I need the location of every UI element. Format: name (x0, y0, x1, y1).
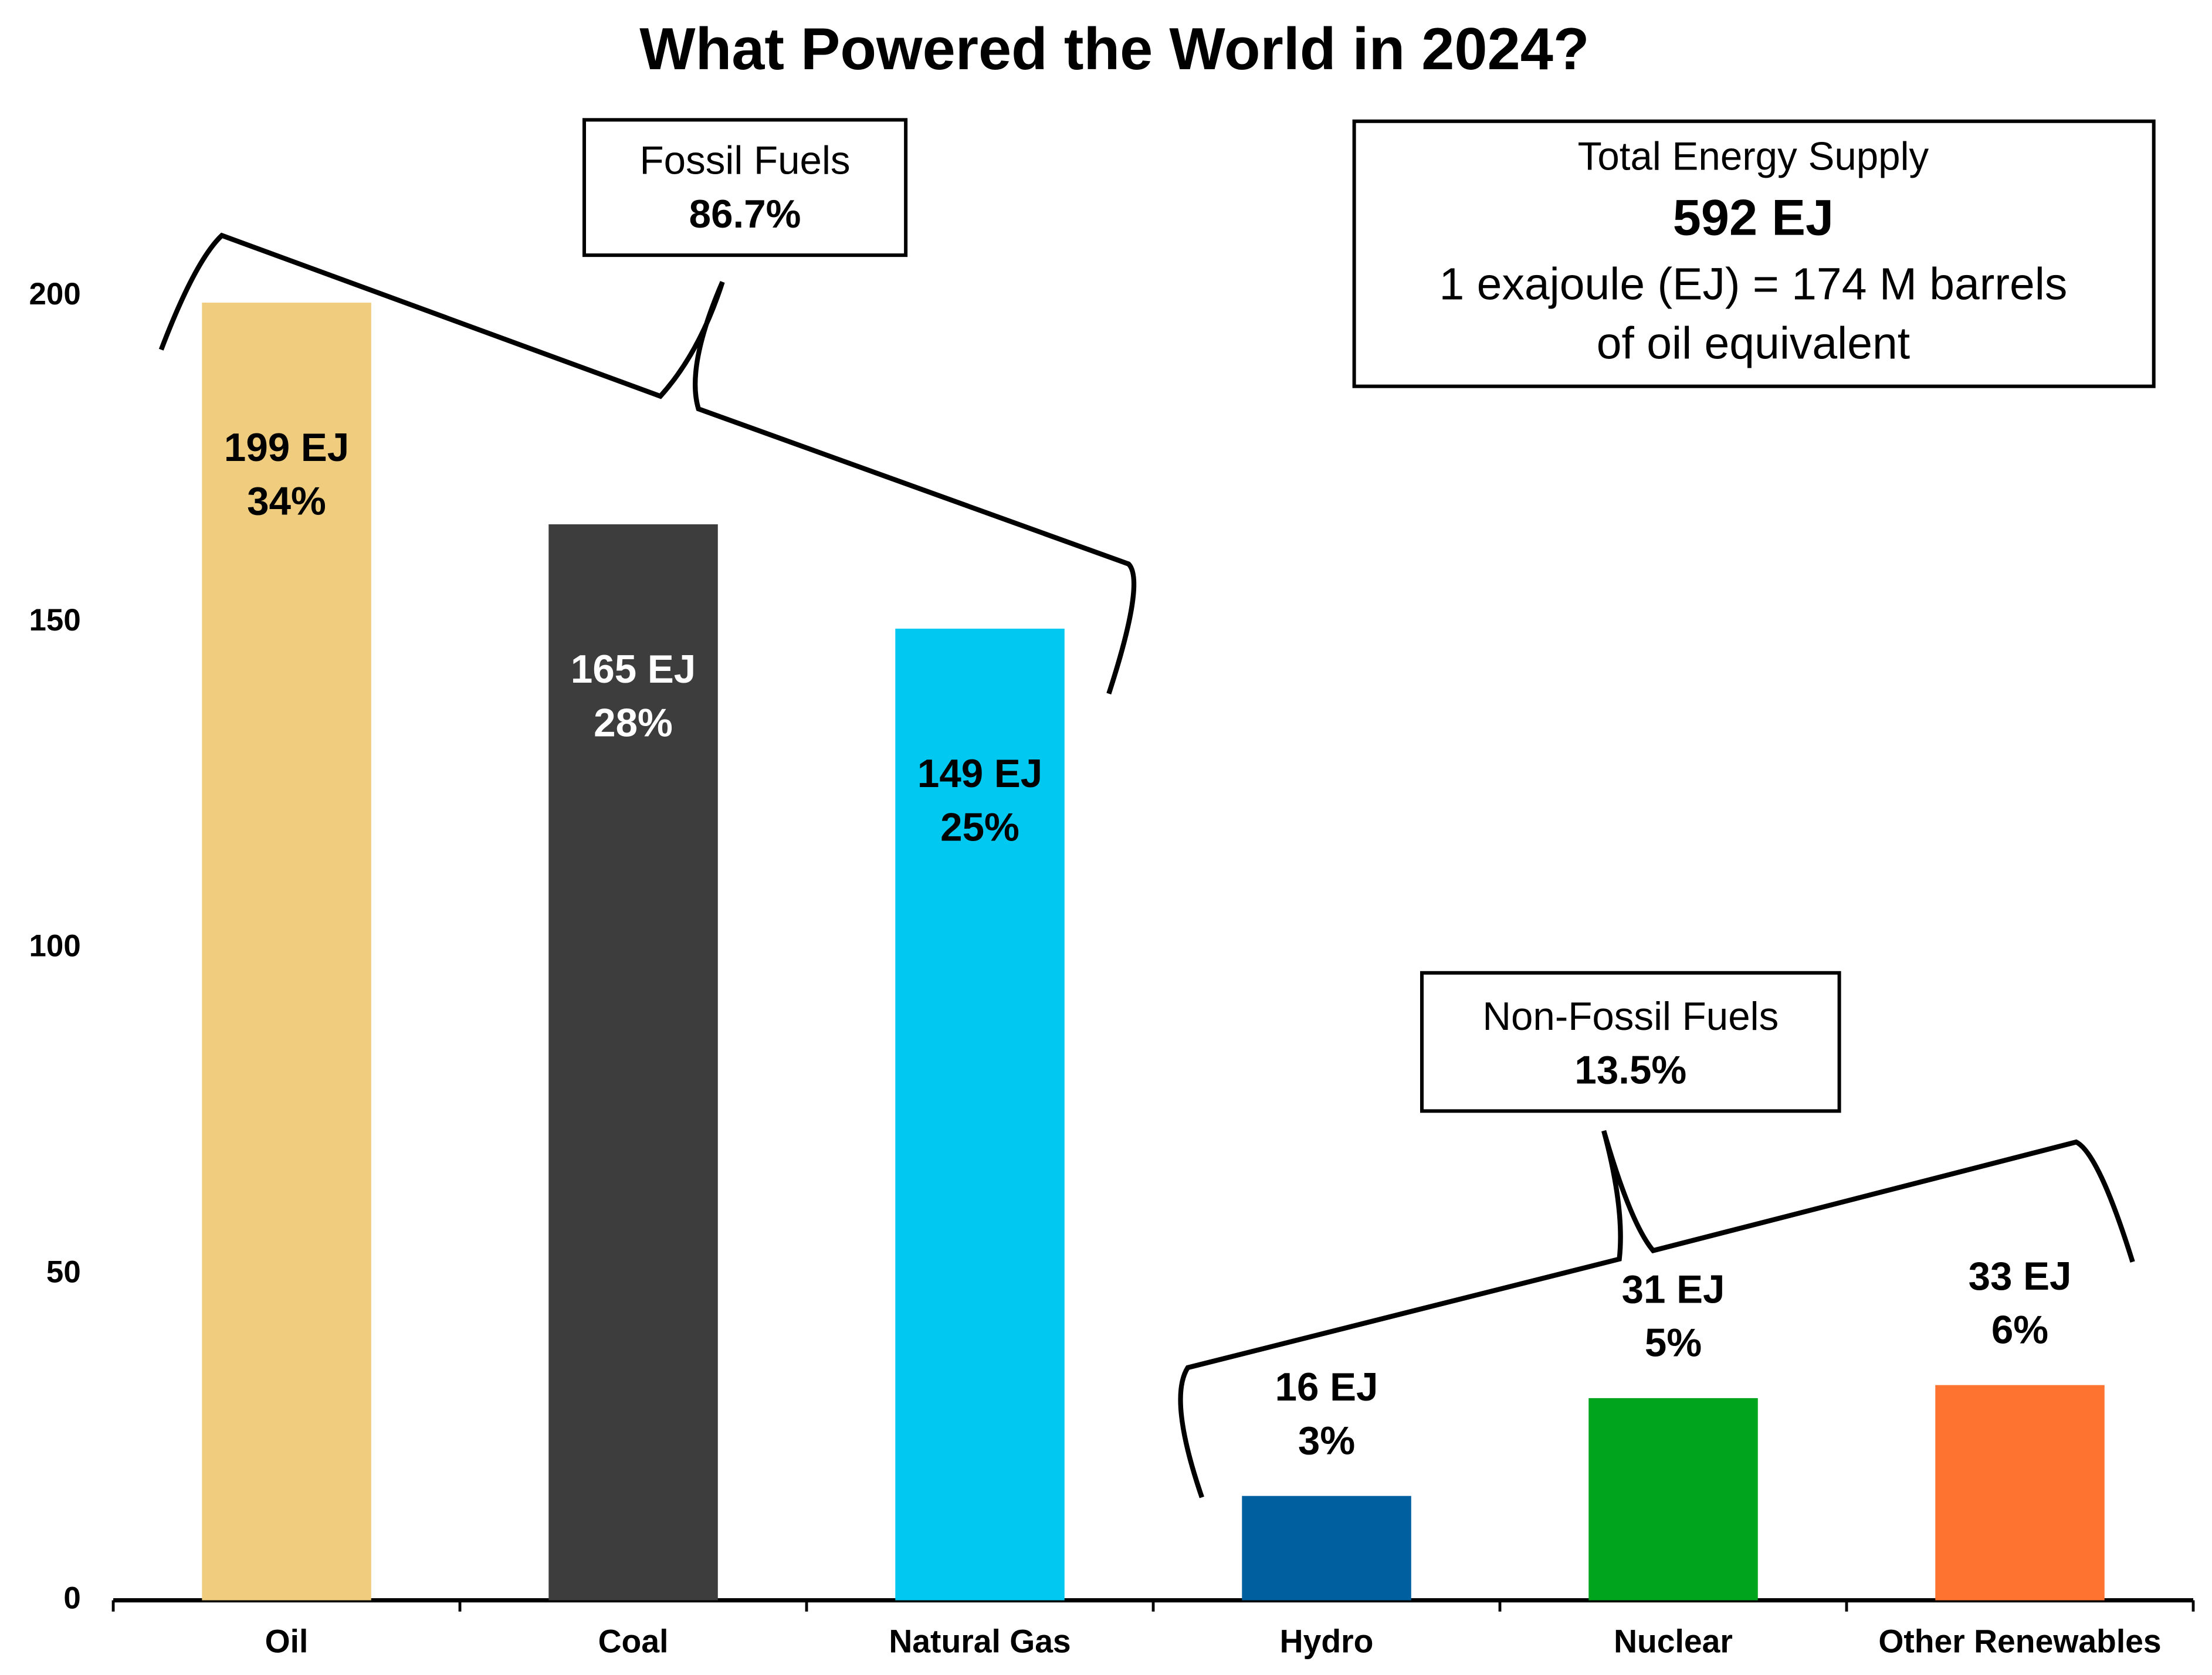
total-box (1352, 119, 2156, 388)
value-label: 31 EJ (1622, 1267, 1725, 1311)
total-note: 1 exajoule (EJ) = 174 M barrels (1439, 259, 2068, 310)
y-tick-label: 100 (29, 929, 81, 964)
bar (1935, 1385, 2105, 1601)
x-tick-label: Nuclear (1614, 1623, 1733, 1660)
percent-label: 5% (1645, 1321, 1702, 1365)
non-fossil-share: 13.5% (1574, 1048, 1686, 1092)
value-label: 149 EJ (917, 752, 1042, 796)
x-tick-label: Natural Gas (889, 1623, 1071, 1660)
value-label: 16 EJ (1275, 1365, 1378, 1409)
bar (895, 628, 1065, 1601)
braces (158, 232, 2135, 1498)
percent-label: 6% (1991, 1308, 2048, 1352)
value-label: 165 EJ (571, 647, 696, 691)
fossil-brace (158, 232, 1137, 695)
y-tick-label: 200 (29, 277, 81, 311)
percent-label: 28% (594, 701, 673, 745)
value-label: 33 EJ (1969, 1254, 2072, 1298)
fossil-box (582, 118, 908, 257)
y-tick-label: 50 (46, 1255, 81, 1290)
non-fossil-brace (1178, 1130, 2135, 1498)
total-value: 592 EJ (1673, 189, 1834, 246)
x-tick-label: Coal (598, 1623, 669, 1660)
bar (202, 302, 371, 1601)
percent-label: 34% (247, 480, 326, 524)
non-fossil-box (1420, 971, 1841, 1113)
x-tick-label: Oil (265, 1623, 309, 1660)
percent-label: 25% (940, 805, 1019, 849)
value-label: 199 EJ (224, 426, 349, 470)
total-label: Total Energy Supply (1578, 134, 1929, 178)
chart-title: What Powered the World in 2024? (639, 16, 1589, 82)
total-note: of oil equivalent (1597, 318, 1910, 369)
x-tick-label: Other Renewables (1878, 1623, 2161, 1660)
y-tick-label: 150 (29, 603, 81, 638)
bar (1242, 1496, 1411, 1601)
fossil-share: 86.7% (689, 192, 801, 236)
percent-label: 3% (1298, 1419, 1355, 1463)
fossil-label: Fossil Fuels (640, 139, 851, 183)
bar (548, 524, 718, 1601)
x-tick-label: Hydro (1280, 1623, 1374, 1660)
bar (1588, 1398, 1758, 1601)
y-tick-label: 0 (63, 1581, 80, 1616)
non-fossil-label: Non-Fossil Fuels (1482, 995, 1779, 1039)
